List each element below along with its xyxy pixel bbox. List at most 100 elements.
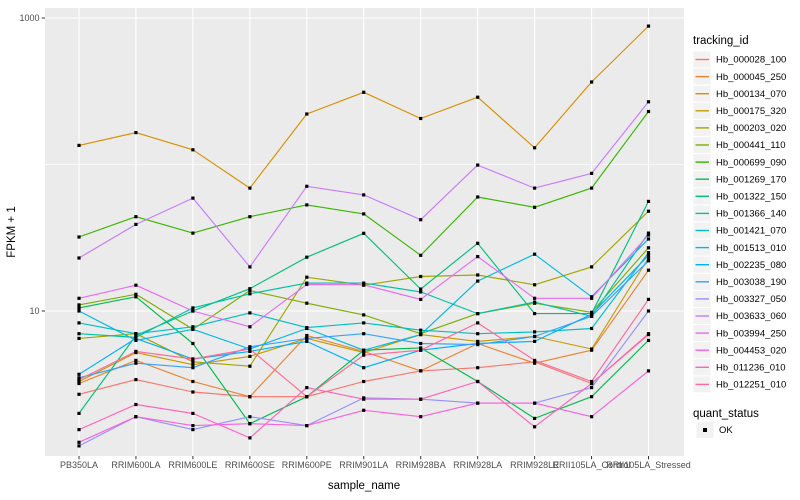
data-point <box>419 346 423 350</box>
data-point <box>590 312 594 316</box>
data-point <box>646 332 651 336</box>
legend-title: tracking_id <box>693 35 749 47</box>
data-point <box>77 235 81 239</box>
data-point <box>362 366 366 370</box>
data-point <box>248 186 252 190</box>
data-point <box>590 386 594 390</box>
data-point <box>362 351 366 355</box>
data-point <box>646 251 651 255</box>
data-point <box>77 296 81 300</box>
data-point <box>191 390 195 394</box>
data-point <box>590 415 594 419</box>
black-square-marker <box>703 428 707 432</box>
data-point <box>134 338 138 342</box>
x-axis-title: sample_name <box>328 480 400 492</box>
x-tick-label: RRIM901LA <box>339 460 388 470</box>
data-point <box>134 415 138 419</box>
data-point <box>646 256 651 260</box>
data-point <box>191 357 195 361</box>
data-point <box>646 338 651 342</box>
data-point <box>305 255 309 259</box>
data-point <box>248 347 252 351</box>
data-point <box>646 369 651 373</box>
data-point <box>362 348 366 352</box>
data-point <box>305 386 309 390</box>
data-point <box>533 425 537 429</box>
legend2-title: quant_status <box>693 408 759 420</box>
data-point <box>134 349 138 353</box>
data-point <box>419 397 423 401</box>
data-point <box>191 363 195 367</box>
data-point <box>191 366 195 370</box>
x-tick-label: RRII105LA_Control <box>553 460 631 470</box>
data-point <box>248 292 252 296</box>
data-point <box>248 364 252 368</box>
data-point <box>305 326 309 331</box>
data-point <box>646 268 651 272</box>
data-point <box>77 372 81 376</box>
data-point <box>419 341 423 346</box>
data-point <box>134 336 138 340</box>
data-point <box>134 333 138 338</box>
data-point <box>419 253 423 257</box>
data-point <box>476 339 480 343</box>
data-point <box>191 379 195 384</box>
data-point <box>646 209 651 213</box>
data-point <box>590 379 594 384</box>
data-point <box>305 275 309 279</box>
legend-item-label: Hb_003994_250 <box>716 328 786 339</box>
data-point <box>476 379 480 384</box>
data-point <box>476 332 480 336</box>
data-point <box>533 252 537 256</box>
data-point <box>476 401 480 405</box>
data-point <box>590 347 594 351</box>
data-point <box>476 273 480 277</box>
data-point <box>533 361 537 365</box>
data-point <box>191 411 195 415</box>
y-tick-label: 10 <box>29 306 39 316</box>
x-tick-label: RRIM928LE <box>510 460 559 470</box>
x-tick-label: RRIM600PE <box>282 460 332 470</box>
data-point <box>533 283 537 287</box>
data-point <box>191 309 195 313</box>
data-point <box>305 203 309 207</box>
data-point <box>362 313 366 317</box>
legend-item-label: Hb_001513_010 <box>716 243 786 254</box>
data-point <box>362 231 366 235</box>
data-point <box>362 397 366 401</box>
data-point <box>77 309 81 313</box>
legend-item-label: Hb_001421_070 <box>716 226 786 237</box>
data-point <box>646 237 651 241</box>
data-point <box>248 415 252 419</box>
data-point <box>590 326 594 331</box>
data-point <box>646 199 651 203</box>
legend-item-label: Hb_003038_190 <box>716 277 786 288</box>
data-point <box>419 297 423 301</box>
data-point <box>419 116 423 121</box>
data-point <box>362 321 366 325</box>
data-point <box>134 131 138 135</box>
y-tick-label: 1000 <box>19 13 39 23</box>
data-point <box>590 186 594 190</box>
data-point <box>533 186 537 190</box>
data-point <box>191 341 195 346</box>
data-point <box>533 339 537 343</box>
data-point <box>476 343 480 347</box>
x-tick-label: RRIM600LE <box>168 460 217 470</box>
data-point <box>362 193 366 197</box>
data-point <box>476 279 480 283</box>
legend-item-label: Hb_000441_110 <box>716 140 786 151</box>
data-point <box>191 360 195 364</box>
data-point <box>305 282 309 286</box>
data-point <box>419 415 423 419</box>
data-point <box>476 312 480 316</box>
data-point <box>77 321 81 325</box>
data-point <box>419 274 423 279</box>
data-point <box>134 332 138 336</box>
data-point <box>419 348 423 352</box>
data-point <box>646 233 651 237</box>
data-point <box>134 215 138 219</box>
data-point <box>476 241 480 245</box>
data-point <box>305 339 309 343</box>
data-point <box>77 256 81 260</box>
